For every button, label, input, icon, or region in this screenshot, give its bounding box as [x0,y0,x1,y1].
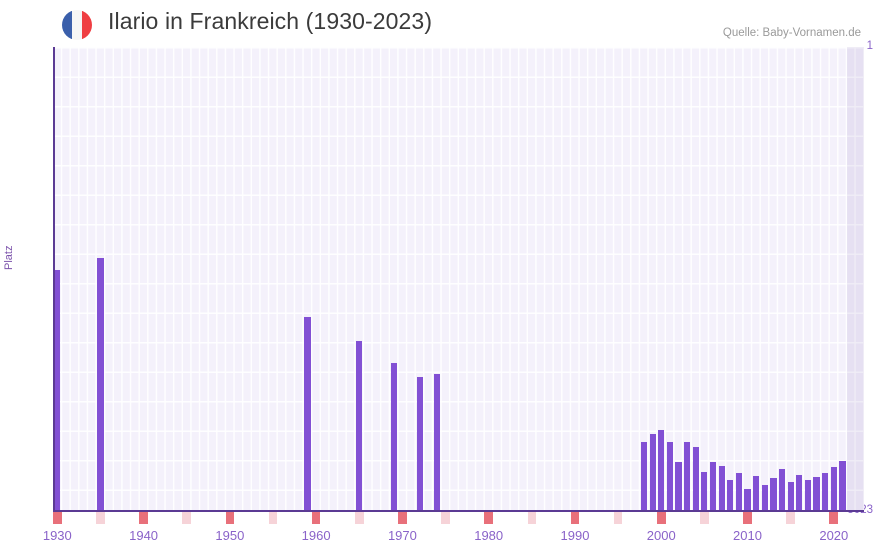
x-tick-major [570,512,580,524]
bar[interactable] [822,472,829,510]
bar[interactable] [735,472,742,510]
x-tick-major [398,512,407,524]
france-flag-icon [62,10,92,40]
bar[interactable] [433,374,441,510]
bar[interactable] [416,376,423,510]
x-axis-tick-band [53,512,864,524]
x-axis-tick-label: 1930 [42,528,72,543]
bar[interactable] [97,258,104,510]
bar[interactable] [813,477,820,510]
x-tick-major [225,512,235,524]
bar[interactable] [727,480,734,510]
bar[interactable] [356,341,363,510]
bar[interactable] [701,471,708,510]
bar[interactable] [684,442,691,510]
source-attribution: Quelle: Baby-Vornamen.de [722,27,861,39]
bar[interactable] [804,480,812,510]
bar[interactable] [709,461,717,510]
bar[interactable] [658,430,665,510]
bar[interactable] [718,466,725,510]
x-tick-minor [354,512,364,524]
x-axis-tick-label: 1980 [474,528,504,543]
x-tick-major [656,512,666,524]
x-tick-minor [268,512,278,524]
x-axis-tick-label: 2000 [646,528,676,543]
x-axis-tick-label: 1970 [387,528,417,543]
x-tick-minor [613,512,623,524]
x-tick-minor [96,512,105,524]
x-tick-major [311,512,321,524]
x-axis-tick-label: 1940 [129,528,159,543]
x-axis-tick-label: 2010 [733,528,762,543]
x-axis-tick-label: 1960 [301,528,331,543]
x-axis-tick-label: 1990 [560,528,590,543]
bar[interactable] [787,482,794,510]
y-axis-title: Platz [3,245,15,270]
x-tick-minor [441,512,450,524]
x-axis-line [53,510,864,512]
no-data-shaded-region [846,47,864,510]
x-tick-major [484,512,493,524]
x-axis-tick-label: 2020 [819,528,849,543]
bar[interactable] [770,478,777,510]
bar[interactable] [675,461,682,510]
bar[interactable] [304,317,311,510]
x-tick-major [743,512,752,524]
bar[interactable] [692,447,699,510]
x-tick-minor [527,512,537,524]
bar[interactable] [390,363,397,510]
chart-header: Ilario in Frankreich (1930-2023) Quelle:… [0,0,873,46]
x-tick-major [829,512,839,524]
x-tick-major [139,512,148,524]
bar[interactable] [666,442,673,510]
bar[interactable] [649,434,656,510]
bar[interactable] [839,460,846,510]
x-tick-minor [182,512,192,524]
bar[interactable] [796,474,803,510]
bar[interactable] [761,484,768,510]
bar[interactable] [54,270,61,510]
bar[interactable] [830,467,837,510]
x-tick-minor [786,512,795,524]
bar[interactable] [744,489,751,510]
bar[interactable] [753,475,760,510]
chart-title: Ilario in Frankreich (1930-2023) [108,8,433,34]
x-tick-minor [700,512,709,524]
x-tick-major [53,512,62,524]
bar[interactable] [778,469,786,510]
bar[interactable] [640,442,648,510]
x-axis-tick-label: 1950 [215,528,245,543]
y-axis-label-top: 1 [866,40,873,52]
plot-area [53,47,864,510]
y-axis-line [53,47,55,510]
